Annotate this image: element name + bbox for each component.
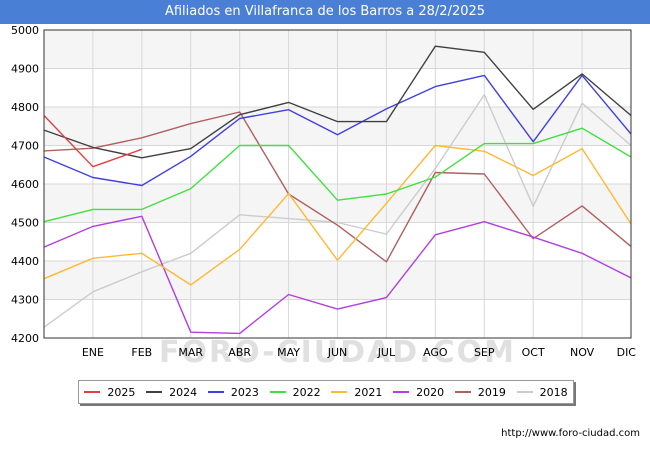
legend-item-2018: 2018 [516,385,568,399]
x-tick-label: DIC [617,346,637,359]
y-tick-label: 4500 [11,217,39,230]
legend-label: 2018 [539,385,568,399]
legend-swatch [269,391,286,393]
legend-swatch [84,391,101,393]
legend: 2025 2024 2023 2022 2021 2020 2019 2018 [78,380,574,404]
x-tick-label: FEB [131,346,152,359]
y-tick-label: 4400 [11,255,39,268]
x-tick-label: AGO [423,346,448,359]
series-line-2023 [43,74,632,187]
legend-swatch [207,391,224,393]
y-tick-label: 4600 [11,178,39,191]
series-line-2018 [43,93,632,328]
y-tick-label: 5000 [11,24,39,37]
x-tick-label: SEP [474,346,495,359]
legend-label: 2019 [477,385,506,399]
legend-swatch [331,391,348,393]
legend-item-2019: 2019 [454,385,506,399]
y-tick-label: 4800 [11,101,39,114]
x-tick-label: NOV [570,346,595,359]
legend-item-2025: 2025 [84,386,135,399]
legend-label: 2025 [107,385,136,399]
legend-item-2021: 2021 [331,386,382,399]
watermark-text: FORO-CIUDAD.COM [159,335,516,370]
legend-item-2024: 2024 [146,386,197,399]
legend-swatch [393,391,410,393]
y-tick-label: 4300 [11,294,39,307]
legend-swatch [146,391,163,393]
plot-frame [43,29,632,339]
legend-item-2022: 2022 [269,385,321,399]
x-tick-label: ABR [228,346,251,359]
series-line-2024 [43,45,632,159]
x-tick-label: MAY [277,346,300,359]
x-tick-label: JUL [377,346,396,359]
y-tick-label: 4200 [11,332,39,345]
x-tick-label: JUN [327,346,348,359]
y-axis-ticks: 4200 4300 4400 4500 4600 4700 4800 4900 5000 [11,24,39,345]
series-line-2019 [43,111,632,263]
legend-label: 2024 [169,385,198,399]
legend-label: 2021 [354,385,383,399]
series-lines [43,45,632,335]
x-axis-ticks: ENE FEB MAR ABR MAY JUN JUL AGO SEP OCT NOV DIC [82,346,636,359]
legend-label: 2022 [292,385,321,399]
y-tick-label: 4700 [11,140,39,153]
x-tick-label: MAR [178,346,203,359]
legend-swatch [516,391,533,393]
legend-label: 2020 [416,385,445,399]
y-tick-label: 4900 [11,63,39,76]
source-link[interactable]: http://www.foro-ciudad.com [501,428,640,439]
series-line-2020 [43,215,632,335]
legend-item-2020: 2020 [393,386,444,399]
legend-swatch [454,391,471,393]
chart-title: Afiliados en Villafranca de los Barros a… [0,0,650,24]
legend-label: 2023 [230,385,259,399]
series-line-2025 [43,115,143,168]
series-line-2021 [43,144,632,286]
x-tick-label: OCT [522,346,545,359]
x-tick-label: ENE [82,346,104,359]
series-line-2022 [43,127,632,223]
legend-item-2023: 2023 [207,385,259,399]
